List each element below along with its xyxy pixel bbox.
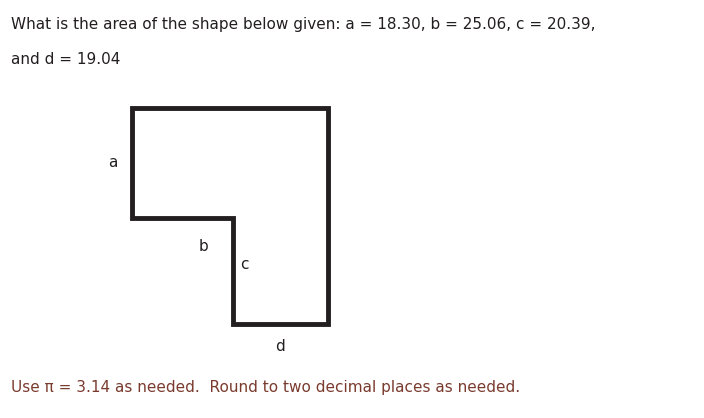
- Text: and d = 19.04: and d = 19.04: [11, 52, 120, 67]
- Text: b: b: [199, 239, 209, 254]
- Text: What is the area of the shape below given: a = 18.30, b = 25.06, c = 20.39,: What is the area of the shape below give…: [11, 17, 595, 32]
- Text: d: d: [275, 339, 285, 354]
- Text: a: a: [108, 155, 118, 170]
- Text: c: c: [240, 257, 249, 272]
- Text: Use π = 3.14 as needed.  Round to two decimal places as needed.: Use π = 3.14 as needed. Round to two dec…: [11, 380, 520, 395]
